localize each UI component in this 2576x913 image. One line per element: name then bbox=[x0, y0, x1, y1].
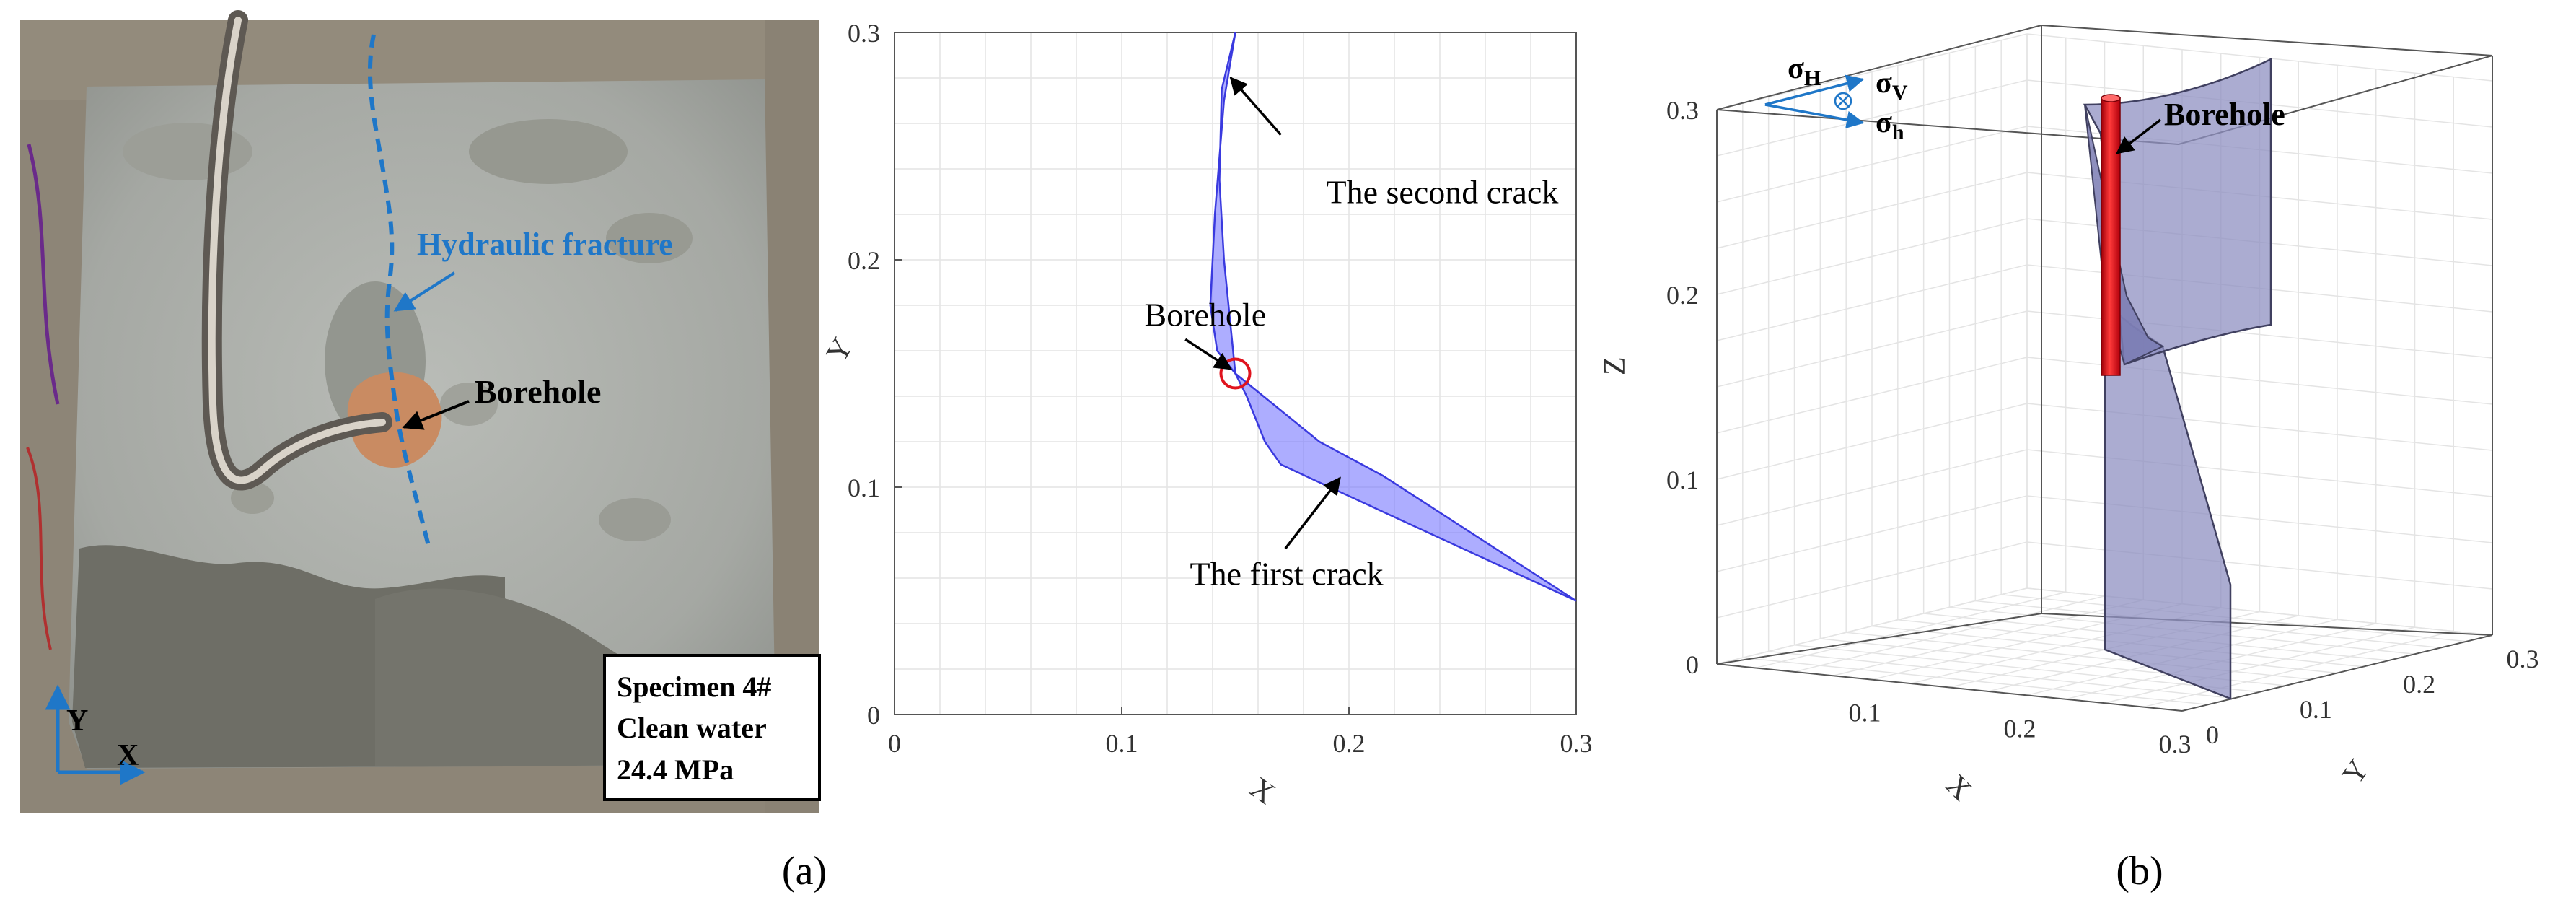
wall-grid bbox=[1716, 33, 2028, 110]
x-tick-label: 0.1 bbox=[1106, 729, 1138, 758]
z-tick-label: 0 bbox=[1686, 650, 1699, 679]
x-tick-label: 0.3 bbox=[1560, 729, 1593, 758]
fracture-arrow bbox=[393, 271, 456, 312]
photo-borehole-label: Borehole bbox=[475, 373, 601, 410]
y-tick-label: 0.1 bbox=[2300, 695, 2332, 724]
info-line-2: Clean water bbox=[617, 712, 767, 744]
panel-label-b: (b) bbox=[2116, 849, 2163, 894]
chart3d-borehole-top bbox=[2101, 94, 2121, 102]
y-tick-label: 0.2 bbox=[848, 246, 880, 275]
annotation-label: Borehole bbox=[1145, 296, 1267, 333]
fracture-label: Hydraulic fracture bbox=[417, 227, 673, 262]
y-tick-label: 0 bbox=[2206, 720, 2219, 749]
annotation-label: The second crack bbox=[1327, 173, 1559, 210]
specimen-photo: Hydraulic fracture Borehole Y X Specimen… bbox=[20, 10, 821, 813]
sigma-v-out-of-plane-icon bbox=[1834, 92, 1852, 110]
wall-grid bbox=[1716, 126, 2028, 203]
y-tick-label: 0.3 bbox=[2507, 645, 2539, 673]
x-tick-label: 0.2 bbox=[1333, 729, 1366, 758]
chart3d-crack-plane-upper bbox=[2083, 58, 2272, 366]
info-line-1: Specimen 4# bbox=[617, 670, 771, 703]
chart3d-borehole bbox=[2101, 97, 2121, 376]
wall-grid bbox=[1716, 79, 2028, 157]
chart2d-ylabel: Y bbox=[820, 333, 860, 368]
z-tick-label: 0.2 bbox=[1666, 281, 1699, 310]
chart2d-annotations: The second crack Borehole The first crack bbox=[1145, 77, 1559, 592]
x-tick-label: 0 bbox=[888, 729, 901, 758]
chart2d-yticks: 0 0.1 0.2 0.3 bbox=[848, 19, 902, 730]
specimen-info-box bbox=[603, 654, 821, 801]
wire bbox=[26, 447, 52, 650]
hydraulic-fracture-line bbox=[367, 34, 431, 549]
annotation-arrow bbox=[1284, 476, 1341, 550]
floor-grid bbox=[2143, 630, 2454, 708]
photo-borehole-arrow bbox=[402, 400, 470, 430]
crack-polygon-1 bbox=[1209, 32, 1237, 377]
annotation-arrow bbox=[1184, 338, 1233, 370]
chart3d-grid bbox=[1716, 33, 2493, 712]
wire bbox=[27, 144, 60, 405]
chart3d-zlabel: Z bbox=[1599, 357, 1632, 375]
photo-axis-x-label: X bbox=[117, 739, 139, 772]
x-tick-label: 0.1 bbox=[1849, 699, 1881, 728]
sigma-V-label: σV bbox=[1876, 66, 1908, 105]
chart3d-borehole-label: Borehole bbox=[2164, 97, 2285, 132]
z-tick-label: 0.3 bbox=[1666, 96, 1699, 125]
sigma-h-label: σh bbox=[1876, 106, 1904, 144]
stress-symbols: σH σV σh bbox=[1764, 52, 1908, 144]
chart2d-cracks bbox=[1209, 32, 1577, 602]
z-tick-label: 0.1 bbox=[1666, 466, 1699, 494]
borehole-glue bbox=[347, 372, 442, 468]
panel-label-a: (a) bbox=[782, 849, 827, 894]
annotation-arrow bbox=[1229, 77, 1282, 136]
chart3d-borehole-arrow bbox=[2116, 118, 2162, 154]
patch bbox=[469, 119, 628, 184]
y-tick-label: 0 bbox=[867, 701, 880, 730]
patch bbox=[440, 383, 498, 426]
photo-axis-y-label: Y bbox=[66, 704, 88, 738]
annotation-label: The first crack bbox=[1190, 555, 1384, 592]
crack-polygon-2 bbox=[1234, 372, 1577, 602]
chart2d-borehole-marker bbox=[1219, 357, 1252, 390]
chart2d-xlabel: X bbox=[1244, 772, 1280, 811]
steel-pipe-highlight bbox=[208, 17, 386, 484]
chart2d-xticks: 0 0.1 0.2 0.3 bbox=[888, 707, 1593, 758]
crack-3d-chart: Borehole σH σV σh 0 0.1 0.2 0.3 0.1 0.2 0.3 0 0.… bbox=[1599, 25, 2539, 808]
patch bbox=[599, 498, 671, 541]
patch bbox=[123, 123, 252, 180]
x-tick-label: 0.3 bbox=[2159, 730, 2192, 759]
y-tick-label: 0.3 bbox=[848, 19, 880, 48]
y-tick-label: 0.1 bbox=[848, 473, 880, 502]
chart3d-ylabel: Y bbox=[2337, 753, 2376, 790]
sigma-H-label: σH bbox=[1788, 52, 1821, 90]
chart3d-ticks: 0 0.1 0.2 0.3 0.1 0.2 0.3 0 0.1 0.2 0.3 bbox=[1666, 96, 2539, 759]
info-line-3: 24.4 MPa bbox=[617, 753, 734, 786]
patch bbox=[606, 213, 693, 263]
floor-grid bbox=[2001, 594, 2467, 642]
chart3d-xlabel: X bbox=[1939, 769, 1978, 808]
y-tick-label: 0.2 bbox=[2403, 670, 2435, 699]
wall-grid bbox=[2026, 33, 2493, 82]
x-tick-label: 0.2 bbox=[2004, 714, 2036, 743]
